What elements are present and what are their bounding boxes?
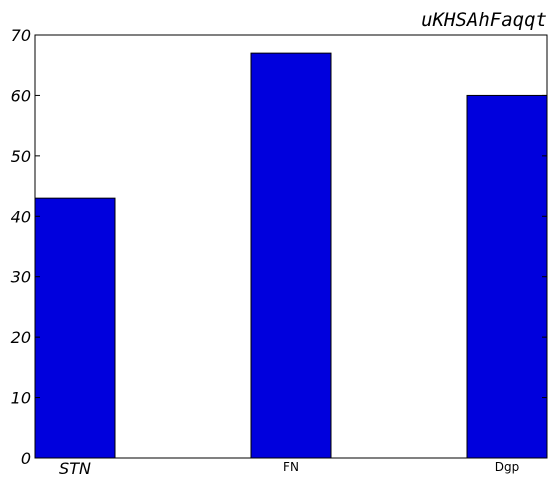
tick-group <box>35 34 547 459</box>
plot-frame <box>34 34 548 459</box>
y-tick-label: 70 <box>11 26 31 45</box>
y-tick-label: 30 <box>11 268 31 287</box>
x-tick-label: Dgp <box>495 460 519 474</box>
bar-group <box>34 52 548 459</box>
x-tick-label: STN <box>59 459 91 478</box>
y-tick-labels: 0 10 20 30 40 50 60 70 <box>11 26 31 468</box>
bar-fn <box>250 52 332 459</box>
bar-stn <box>34 197 116 459</box>
y-tick-label: 20 <box>11 328 31 347</box>
chart-title: uKHSAhFaqqt <box>421 9 547 31</box>
y-tick-label: 40 <box>11 207 31 226</box>
y-tick-label: 10 <box>11 389 31 408</box>
bar-dgp <box>466 94 548 459</box>
y-tick-label: 60 <box>11 86 31 105</box>
x-tick-labels: STN FN Dgp <box>59 459 519 478</box>
y-tick-label: 50 <box>11 147 31 166</box>
y-tick-label: 0 <box>21 449 31 468</box>
x-tick-label: FN <box>283 460 299 474</box>
